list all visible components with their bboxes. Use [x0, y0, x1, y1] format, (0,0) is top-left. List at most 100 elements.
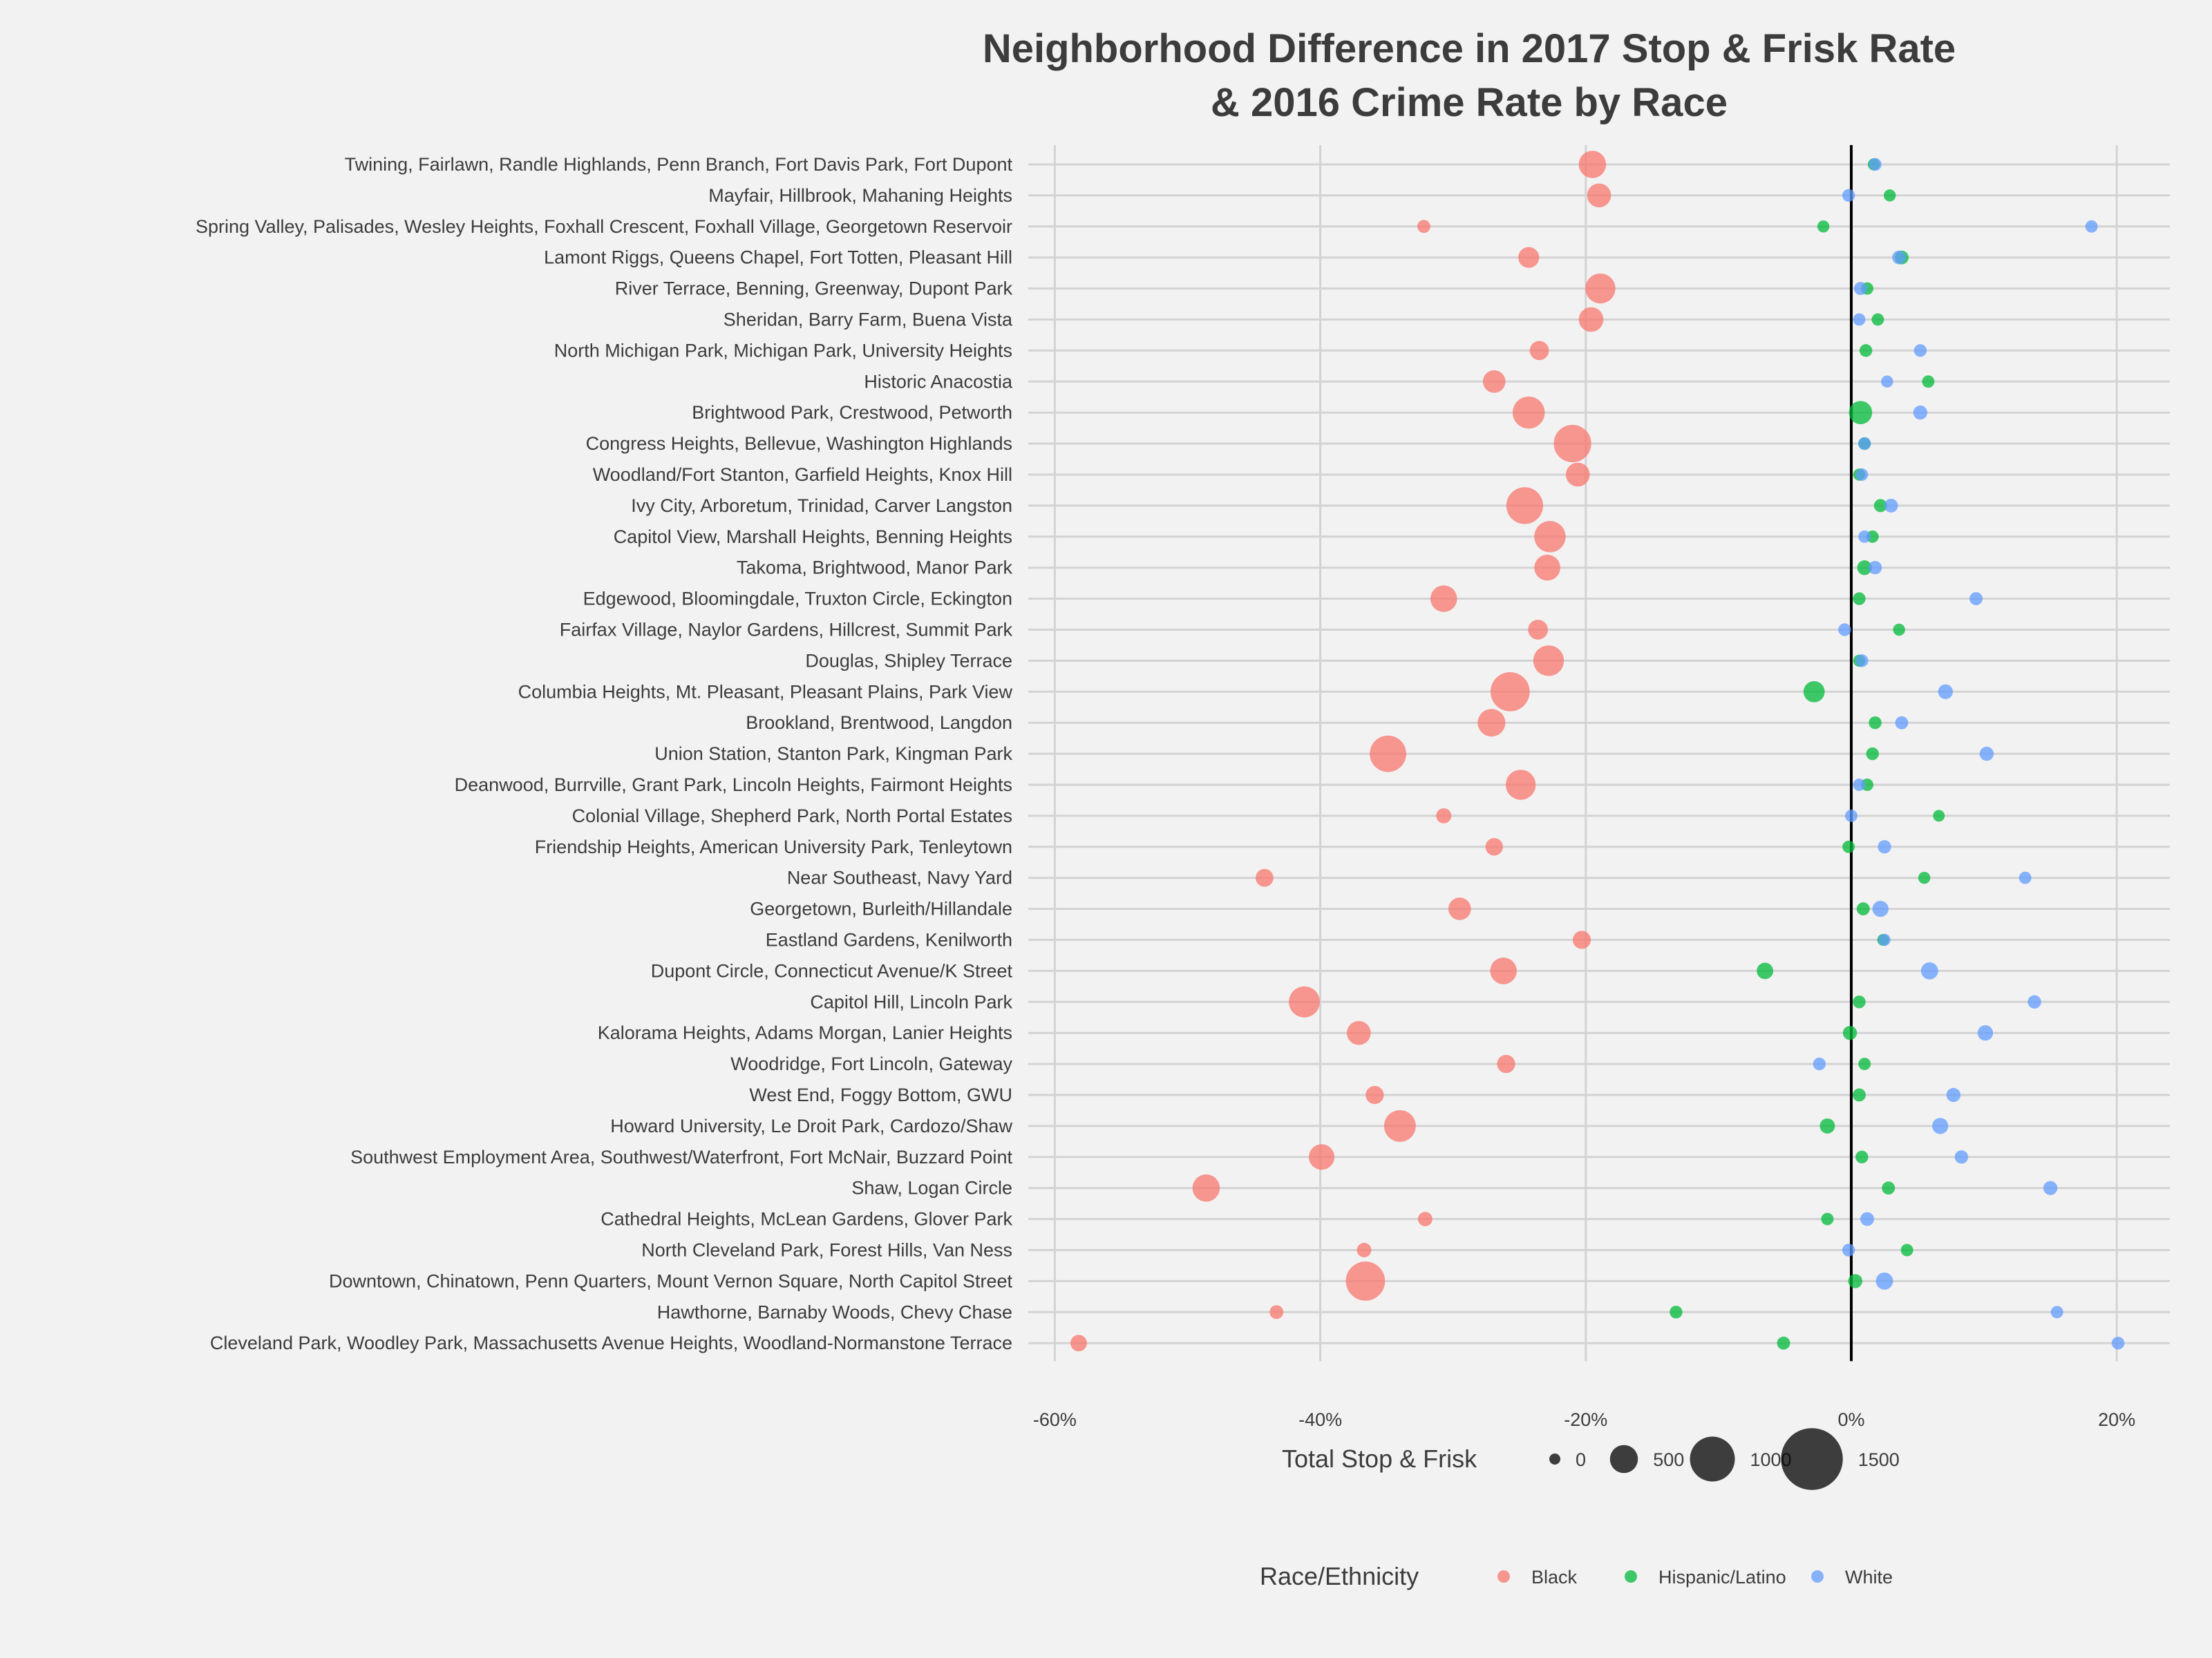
data-point: [1370, 735, 1406, 772]
data-point: [1900, 1244, 1913, 1257]
data-point: [1803, 680, 1825, 703]
size-legend-label: 0: [1576, 1449, 1586, 1470]
data-points: [1070, 151, 2125, 1352]
data-point: [1821, 1212, 1834, 1226]
color-legend-label: Hispanic/Latino: [1658, 1567, 1786, 1588]
y-tick-label: Union Station, Stanton Park, Kingman Par…: [654, 743, 1012, 764]
data-point: [1842, 189, 1855, 202]
data-point: [1365, 1085, 1384, 1105]
data-point: [1884, 498, 1898, 513]
data-point: [1192, 1174, 1220, 1202]
data-point: [1895, 716, 1909, 730]
data-point: [2050, 1306, 2063, 1319]
y-tick-label: Douglas, Shipley Terrace: [805, 650, 1012, 671]
color-legend-title: Race/Ethnicity: [1260, 1562, 1419, 1590]
y-tick-label: Kalorama Heights, Adams Morgan, Lanier H…: [598, 1022, 1012, 1043]
color-legend-symbol: [1811, 1570, 1824, 1583]
size-legend: Total Stop & Frisk 0 500 1000 1500: [1282, 1428, 1900, 1490]
data-point: [1757, 962, 1774, 980]
data-point: [1848, 1274, 1862, 1288]
data-point: [1819, 1118, 1835, 1134]
color-legend: Race/Ethnicity Black Hispanic/Latino White: [1260, 1562, 1893, 1590]
data-point: [1857, 437, 1871, 450]
size-legend-symbol: [1781, 1428, 1843, 1490]
data-point: [1883, 189, 1896, 202]
data-point: [1872, 900, 1889, 917]
data-point: [1347, 1020, 1371, 1045]
color-legend-label: Black: [1531, 1567, 1578, 1588]
size-legend-symbol: [1609, 1445, 1638, 1474]
data-point: [1534, 521, 1566, 553]
series-black: [1070, 151, 1616, 1352]
data-point: [1860, 1212, 1874, 1226]
data-point: [1859, 344, 1873, 357]
data-point: [1578, 307, 1604, 332]
data-point: [1777, 1336, 1790, 1350]
data-point: [1920, 962, 1938, 980]
y-axis-labels: Twining, Fairlawn, Randle Highlands, Pen…: [196, 154, 1013, 1353]
data-point: [1866, 747, 1879, 761]
y-tick-label: Colonial Village, Shepherd Park, North P…: [572, 806, 1012, 826]
data-point: [1855, 1150, 1869, 1164]
y-tick-label: Woodridge, Fort Lincoln, Gateway: [730, 1054, 1012, 1074]
data-point: [1485, 838, 1503, 856]
data-point: [1477, 709, 1506, 737]
y-tick-label: Cathedral Heights, McLean Gardens, Glove…: [601, 1209, 1012, 1230]
data-point: [1813, 1057, 1826, 1071]
data-point: [1842, 1025, 1857, 1040]
y-tick-label: Cleveland Park, Woodley Park, Massachuse…: [210, 1333, 1012, 1353]
data-point: [1932, 1118, 1949, 1134]
data-point: [1878, 840, 1891, 854]
data-point: [1497, 1054, 1515, 1074]
y-tick-label: Howard University, Le Droit Park, Cardoz…: [610, 1116, 1012, 1136]
data-point: [1565, 462, 1590, 487]
data-point: [1448, 897, 1471, 920]
data-point: [1482, 370, 1506, 393]
y-tick-label: Shaw, Logan Circle: [851, 1178, 1012, 1199]
y-tick-label: Dupont Circle, Connecticut Avenue/K Stre…: [651, 960, 1013, 981]
size-legend-title: Total Stop & Frisk: [1282, 1445, 1477, 1473]
data-point: [1857, 560, 1872, 575]
y-tick-label: Sheridan, Barry Farm, Buena Vista: [724, 309, 1013, 330]
y-tick-label: Eastland Gardens, Kenilworth: [766, 930, 1012, 951]
data-point: [1875, 1272, 1893, 1290]
data-point: [1922, 375, 1935, 388]
data-point: [1356, 1243, 1372, 1257]
data-point: [1938, 684, 1954, 699]
data-point: [1856, 902, 1870, 916]
data-point: [1868, 560, 1882, 575]
data-point: [1533, 645, 1565, 676]
y-tick-label: West End, Foggy Bottom, GWU: [749, 1085, 1012, 1105]
y-tick-label: Capitol View, Marshall Heights, Benning …: [614, 526, 1012, 547]
data-point: [1858, 530, 1871, 543]
data-point: [1892, 250, 1907, 265]
data-point: [1838, 623, 1851, 636]
data-point: [1070, 1335, 1087, 1352]
data-point: [1587, 183, 1611, 208]
data-point: [1849, 401, 1873, 425]
data-point: [1946, 1087, 1961, 1103]
data-point: [1842, 1244, 1855, 1257]
data-point: [1269, 1305, 1284, 1319]
data-point: [1881, 375, 1893, 388]
y-tick-label: Congress Heights, Bellevue, Washington H…: [586, 433, 1012, 454]
data-point: [1969, 592, 1983, 606]
data-point: [1913, 405, 1928, 420]
data-point: [1417, 220, 1430, 234]
y-tick-label: Mayfair, Hillbrook, Mahaning Heights: [708, 185, 1012, 206]
x-tick-label: -40%: [1298, 1409, 1342, 1430]
x-tick-label: 20%: [2098, 1409, 2135, 1430]
data-point: [1893, 623, 1905, 636]
data-point: [1430, 585, 1457, 612]
size-legend-label: 1500: [1858, 1449, 1900, 1470]
data-point: [2027, 995, 2041, 1009]
data-point: [1417, 1212, 1433, 1227]
data-point: [2111, 1336, 2125, 1350]
data-point: [1954, 1150, 1969, 1164]
y-tick-label: Hawthorne, Barnaby Woods, Chevy Chase: [657, 1302, 1012, 1322]
data-point: [1844, 809, 1857, 822]
data-point: [1505, 770, 1536, 800]
data-point: [1913, 344, 1927, 357]
data-point: [1513, 397, 1545, 429]
